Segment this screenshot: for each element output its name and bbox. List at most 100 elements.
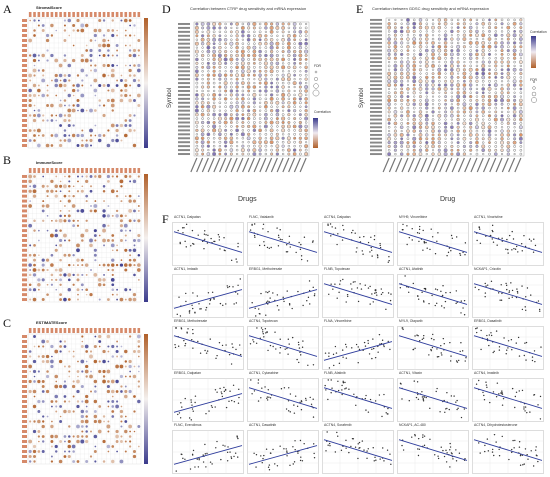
bubble-outline	[388, 68, 391, 71]
column-label	[111, 168, 115, 173]
data-point	[456, 399, 458, 402]
correlation-dot	[76, 103, 80, 108]
correlation-dot	[46, 84, 49, 87]
correlation-dot	[33, 34, 36, 37]
bubble	[207, 152, 210, 156]
color-scale-bar	[144, 334, 148, 464]
bubble-outline	[304, 81, 308, 85]
bubble-outline	[206, 144, 210, 148]
data-point	[186, 332, 188, 334]
bubble	[247, 69, 251, 73]
bubble-outline	[246, 65, 251, 70]
correlation-dot	[46, 229, 49, 232]
bubble-outline	[519, 91, 523, 95]
data-point	[276, 305, 279, 307]
bubble	[469, 41, 473, 45]
data-point	[483, 394, 485, 397]
data-point	[387, 292, 390, 294]
bubble	[444, 37, 447, 41]
data-point	[515, 245, 518, 248]
bubble-outline	[500, 106, 504, 110]
data-point	[192, 242, 194, 245]
bubble	[475, 145, 479, 148]
bubble-outline	[507, 137, 510, 141]
correlation-dot	[67, 298, 71, 301]
correlation-dot	[93, 78, 98, 83]
bubble-outline	[425, 87, 429, 91]
column-label	[98, 168, 102, 173]
data-point	[260, 327, 263, 329]
bubble	[252, 152, 256, 156]
correlation-dot	[59, 415, 62, 418]
correlation-dot	[41, 78, 46, 83]
bubble	[287, 109, 291, 112]
data-point	[426, 247, 428, 249]
correlation-dot	[137, 54, 140, 57]
row-label	[370, 18, 382, 21]
data-point	[419, 340, 421, 342]
correlation-dot	[85, 288, 89, 292]
bubble	[419, 26, 422, 29]
bubble	[519, 83, 523, 87]
bubble-outline	[270, 152, 274, 156]
scatter-plot: ERBG1, Dasatinib	[472, 319, 544, 370]
row-label	[22, 219, 27, 223]
data-point	[286, 290, 288, 292]
bubble-outline	[393, 72, 397, 76]
scatter-plot: MYL9, Olaparib	[397, 319, 469, 370]
bubble-outline	[252, 124, 257, 129]
data-point	[268, 469, 271, 471]
bubble-outline	[475, 29, 479, 34]
data-point	[379, 242, 381, 245]
data-point	[174, 344, 176, 346]
data-point	[401, 229, 404, 231]
bubble-outline	[270, 81, 274, 85]
data-point	[450, 250, 452, 252]
bubble-outline	[506, 87, 510, 91]
bubble-outline	[229, 152, 233, 156]
data-point	[449, 360, 452, 362]
panel-letter-a: A	[3, 2, 12, 16]
correlation-dot	[128, 119, 132, 122]
correlation-dot	[54, 434, 59, 439]
correlation-dot	[29, 79, 32, 82]
data-point	[286, 455, 288, 457]
correlation-dot	[71, 384, 76, 389]
data-point	[182, 232, 184, 234]
bubble	[206, 26, 210, 30]
bubble	[270, 26, 274, 30]
bubble	[247, 22, 250, 26]
correlation-dot	[120, 94, 123, 97]
bubble	[201, 144, 204, 148]
data-point	[374, 292, 376, 294]
correlation-dot	[54, 394, 59, 399]
bubble-outline	[443, 37, 448, 41]
correlation-dot	[46, 185, 49, 188]
bubble	[475, 110, 478, 113]
data-point	[508, 290, 511, 292]
scatter-plot: ERBG1, Methotrexate	[247, 267, 319, 318]
bubble	[469, 129, 472, 133]
correlation-dot	[50, 460, 54, 463]
row-label	[178, 62, 190, 65]
data-point	[299, 401, 301, 404]
bubble	[513, 57, 516, 60]
regression-line	[248, 335, 318, 357]
data-point	[521, 308, 524, 311]
data-point	[211, 406, 213, 409]
bubble	[264, 42, 268, 45]
data-point	[299, 351, 301, 353]
data-point	[337, 435, 339, 437]
bubble-outline	[275, 116, 279, 121]
bubble-outline	[456, 79, 460, 83]
bubble-outline	[292, 22, 297, 26]
correlation-dot	[58, 63, 63, 68]
correlation-dot	[54, 194, 58, 198]
bubble-outline	[287, 58, 291, 61]
bubble-outline	[456, 125, 460, 129]
correlation-dot	[106, 369, 111, 374]
bubble-outline	[506, 48, 510, 53]
heatmap-title-b: ImmuneScore	[36, 160, 63, 165]
data-point	[262, 228, 264, 230]
correlation-dot	[81, 435, 84, 438]
